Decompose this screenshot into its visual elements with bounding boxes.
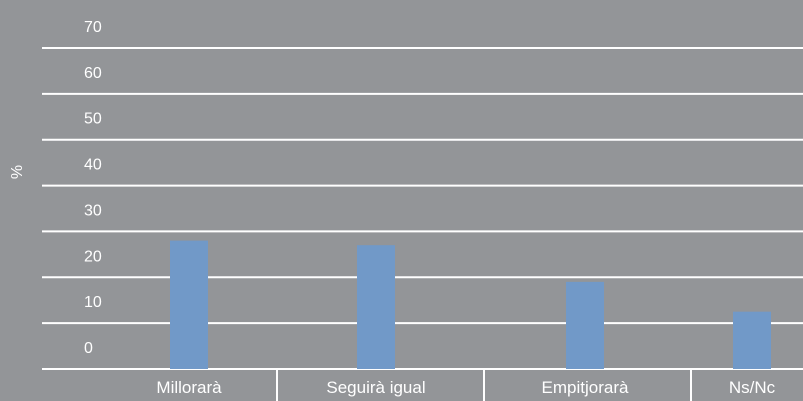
y-tick-label-20: 20: [84, 248, 102, 265]
x-category-label-3: Ns/Nc: [729, 378, 776, 397]
y-tick-label-40: 40: [84, 157, 102, 174]
x-category-label-1: Seguirà igual: [326, 378, 425, 397]
y-tick-label-0: 0: [84, 340, 93, 357]
y-tick-label-30: 30: [84, 202, 102, 219]
x-category-label-2: Empitjorarà: [542, 378, 629, 397]
gridlines: [42, 47, 803, 370]
y-tick-labels: 0 10 20 30 40 50 60 70: [84, 19, 102, 357]
x-category-labels: Millorarà Seguirà igual Empitjorarà Ns/Nc: [156, 369, 776, 401]
y-axis-label: %: [9, 165, 26, 179]
y-tick-label-10: 10: [84, 294, 102, 311]
bar-1: [357, 245, 395, 369]
bar-3: [733, 311, 771, 369]
y-tick-label-60: 60: [84, 65, 102, 82]
y-tick-label-70: 70: [84, 19, 102, 36]
bar-2: [566, 281, 604, 369]
bars: [170, 240, 771, 369]
y-tick-label-50: 50: [84, 111, 102, 128]
x-category-label-0: Millorarà: [156, 378, 222, 397]
bar-0: [170, 240, 208, 369]
